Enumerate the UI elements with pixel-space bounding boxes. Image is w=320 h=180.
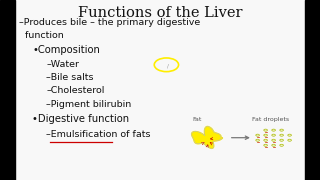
Text: Fat: Fat [192, 117, 202, 122]
Circle shape [288, 139, 292, 141]
Circle shape [256, 139, 260, 141]
Circle shape [272, 134, 276, 136]
Text: function: function [19, 31, 64, 40]
Text: /: / [167, 63, 169, 68]
Circle shape [264, 144, 268, 146]
Bar [305, 0, 320, 180]
Text: Fat droplets: Fat droplets [252, 117, 289, 122]
Circle shape [280, 144, 284, 146]
Circle shape [280, 139, 284, 141]
Bar [0, 0, 15, 180]
Circle shape [288, 134, 292, 136]
Text: –Produces bile – the primary digestive: –Produces bile – the primary digestive [19, 18, 200, 27]
Circle shape [256, 134, 260, 136]
Circle shape [272, 129, 276, 131]
Circle shape [264, 139, 268, 141]
Text: –Bile salts: –Bile salts [46, 73, 94, 82]
Text: Functions of the Liver: Functions of the Liver [78, 6, 242, 20]
Text: –Cholesterol: –Cholesterol [46, 86, 105, 95]
Polygon shape [192, 127, 223, 148]
Circle shape [272, 144, 276, 146]
Circle shape [264, 129, 268, 131]
Text: •Digestive function: •Digestive function [32, 114, 129, 124]
Circle shape [264, 134, 268, 136]
Text: –Pigment bilirubin: –Pigment bilirubin [46, 100, 132, 109]
Text: –Water: –Water [46, 60, 79, 69]
Circle shape [280, 129, 284, 131]
Circle shape [272, 139, 276, 141]
Text: •Composition: •Composition [32, 45, 100, 55]
Circle shape [280, 134, 284, 136]
Text: –Emulsification of fats: –Emulsification of fats [46, 130, 151, 139]
